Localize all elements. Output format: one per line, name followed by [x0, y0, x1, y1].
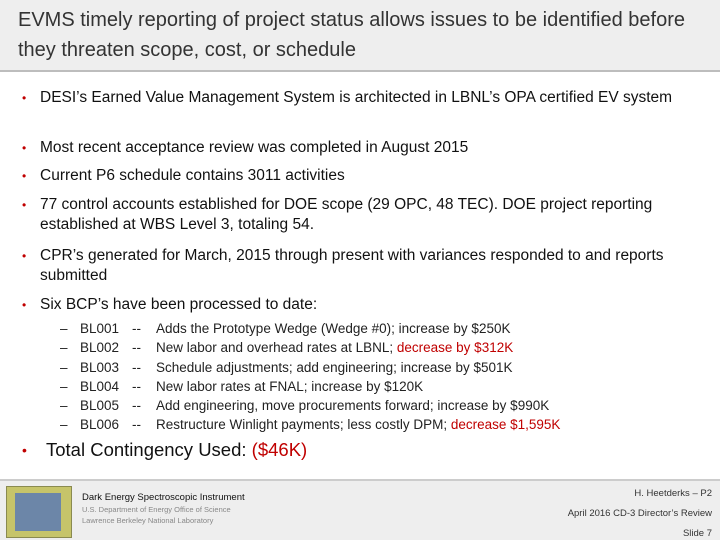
bullet-item: • Current P6 schedule contains 3011 acti… — [22, 166, 712, 186]
bullet-icon: • — [22, 91, 27, 105]
bcp-code: BL003 — [80, 359, 120, 375]
logo-image — [15, 493, 61, 531]
title-band — [0, 0, 720, 70]
bullet-text: Current P6 schedule contains 3011 activi… — [40, 167, 345, 184]
desi-logo-icon — [6, 486, 72, 538]
bcp-description: New labor rates at FNAL; increase by $12… — [156, 378, 424, 394]
dash: – — [60, 378, 68, 394]
bcp-row: – BL001 -- Adds the Prototype Wedge (Wed… — [60, 319, 700, 338]
bullet-icon: • — [22, 298, 27, 312]
bullet-icon: • — [22, 249, 27, 263]
doe-office: U.S. Department of Energy Office of Scie… — [82, 505, 231, 514]
presenter: H. Heetderks – P2 — [634, 488, 712, 499]
bcp-row: – BL002 -- New labor and overhead rates … — [60, 338, 700, 357]
separator: -- — [132, 378, 141, 394]
separator: -- — [132, 417, 141, 433]
bcp-description: Schedule adjustments; add engineering; i… — [156, 359, 513, 375]
review-name: April 2016 CD-3 Director’s Review — [567, 508, 712, 519]
slide-number: Slide 7 — [682, 528, 712, 539]
bullet-text: Six BCP’s have been processed to date: — [40, 296, 318, 313]
bullet-item: • Six BCP’s have been processed to date: — [22, 295, 712, 315]
bcp-code: BL004 — [80, 378, 120, 394]
bullet-icon: • — [22, 169, 27, 183]
slide-title: EVMS timely reporting of project status … — [18, 9, 685, 61]
bullet-text: CPR’s generated for March, 2015 through … — [40, 247, 664, 284]
footer-band — [0, 481, 720, 540]
dash: – — [60, 340, 68, 356]
bcp-code: BL002 — [80, 340, 120, 356]
bcp-code: BL006 — [80, 417, 120, 433]
bcp-code: BL005 — [80, 398, 120, 414]
total-contingency: • Total Contingency Used: ($46K) — [22, 438, 622, 462]
instrument-name: Dark Energy Spectroscopic Instrument — [82, 492, 245, 503]
bcp-code: BL001 — [80, 321, 120, 336]
bcp-row: – BL003 -- Schedule adjustments; add eng… — [60, 358, 700, 377]
separator: -- — [132, 321, 141, 336]
footer-right: H. Heetderks – P2 April 2016 CD-3 Direct… — [472, 484, 712, 544]
bullet-text: 77 control accounts established for DOE … — [40, 196, 653, 233]
bcp-description: Adds the Prototype Wedge (Wedge #0); inc… — [156, 321, 511, 336]
bullet-icon: • — [22, 442, 27, 458]
bullet-item: • CPR’s generated for March, 2015 throug… — [22, 246, 712, 286]
lab-name: Lawrence Berkeley National Laboratory — [82, 516, 214, 525]
footer-left: Dark Energy Spectroscopic Instrument U.S… — [82, 492, 342, 526]
separator: -- — [132, 340, 141, 356]
bullet-text: Most recent acceptance review was comple… — [40, 139, 469, 156]
bcp-row: – BL004 -- New labor rates at FNAL; incr… — [60, 377, 700, 396]
bullet-icon: • — [22, 141, 27, 155]
bcp-description: Add engineering, move procurements forwa… — [156, 398, 550, 414]
bcp-row: – BL005 -- Add engineering, move procure… — [60, 396, 700, 415]
dash: – — [60, 398, 68, 414]
footer-divider — [0, 479, 720, 481]
dash: – — [60, 321, 68, 336]
total-label: Total Contingency Used: — [46, 439, 252, 460]
separator: -- — [132, 398, 141, 414]
separator: -- — [132, 359, 141, 375]
dash: – — [60, 417, 68, 433]
bcp-description: Restructure Winlight payments; less cost… — [156, 417, 561, 433]
bcp-list: – BL001 -- Adds the Prototype Wedge (Wed… — [60, 319, 700, 435]
bcp-row: – BL006 -- Restructure Winlight payments… — [60, 415, 700, 434]
total-value: ($46K) — [251, 439, 308, 460]
bcp-description: New labor and overhead rates at LBNL; de… — [156, 340, 514, 356]
bullet-item: • DESI’s Earned Value Management System … — [22, 88, 712, 108]
title-divider — [0, 70, 720, 72]
bullet-item: • 77 control accounts established for DO… — [22, 195, 712, 235]
bullet-icon: • — [22, 198, 27, 212]
bullet-text: DESI’s Earned Value Management System is… — [40, 89, 673, 106]
bullet-item: • Most recent acceptance review was comp… — [22, 138, 712, 158]
dash: – — [60, 359, 68, 375]
